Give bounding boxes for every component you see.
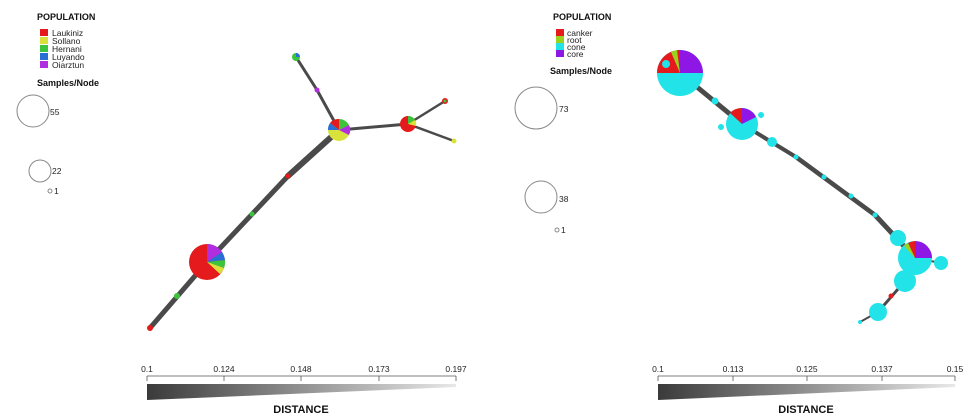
right-node-mid	[726, 107, 758, 140]
left-node-right-branch	[400, 115, 417, 132]
left-distance-tick: 0.1	[141, 364, 153, 374]
right-size-label-medium: 38	[559, 194, 569, 204]
left-legend: Laukiniz Sollano Hernani Luyando Oiarztu…	[40, 28, 85, 70]
left-legend-swatch-luyando	[40, 53, 48, 60]
left-size-circle-large	[16, 94, 50, 128]
left-edge	[406, 122, 456, 143]
left-legend-swatch-laukiniz	[40, 29, 48, 36]
left-edge	[337, 122, 410, 132]
right-legend-swatch-canker	[556, 29, 564, 36]
right-distance-tick: 0.113	[723, 364, 744, 374]
left-edge	[204, 173, 291, 265]
left-panel: POPULATION Laukiniz Sollano Hernani Luya…	[16, 12, 467, 414]
right-legend-label-core: core	[567, 49, 584, 59]
left-node-small	[451, 138, 457, 144]
right-legend-swatch-root	[556, 36, 564, 43]
right-panel: POPULATION canker root cone core Samples…	[514, 12, 964, 414]
left-distance-tick: 0.148	[290, 364, 312, 374]
right-node-small	[718, 124, 724, 130]
right-legend-label-root: root	[567, 35, 582, 45]
left-legend-label-oiarztun: Oiarztun	[52, 60, 84, 70]
left-distance-scale: 0.1 0.124 0.148 0.173 0.197 DISTANCE	[141, 364, 467, 414]
left-legend-swatch-oiarztun	[40, 61, 48, 68]
left-network-edges	[147, 55, 456, 331]
left-node-small	[147, 325, 153, 331]
right-network-nodes	[657, 50, 948, 324]
right-legend-label-cone: cone	[567, 42, 586, 52]
left-node-small	[285, 173, 291, 179]
right-legend-label-canker: canker	[567, 28, 593, 38]
right-node-small	[758, 112, 764, 118]
right-size-circle-medium	[524, 180, 558, 214]
left-legend-swatch-sollano	[40, 37, 48, 44]
left-edge	[285, 127, 342, 179]
right-distance-tick: 0.1	[652, 364, 664, 374]
right-distance-tick: 0.125	[796, 364, 818, 374]
right-size-circle-large	[514, 86, 558, 130]
left-distance-tick: 0.124	[213, 364, 235, 374]
right-node-small	[821, 174, 827, 180]
left-distance-label: DISTANCE	[273, 404, 328, 414]
left-size-label-small: 1	[54, 186, 59, 196]
left-node-small	[249, 211, 255, 217]
right-size-label-large: 73	[559, 104, 569, 114]
left-node-small	[174, 293, 180, 299]
left-legend-swatch-hernani	[40, 45, 48, 52]
left-network-nodes	[147, 53, 457, 331]
right-node-small	[869, 303, 887, 321]
right-distance-label: DISTANCE	[778, 404, 833, 414]
left-node-hub	[327, 118, 351, 141]
right-legend-swatch-cone	[556, 43, 564, 50]
right-node-large	[657, 50, 703, 96]
right-node-small	[894, 270, 916, 292]
left-legend-label-sollano: Sollano	[52, 36, 81, 46]
right-node-small	[934, 256, 948, 270]
right-node-small	[711, 97, 719, 105]
right-distance-scale: 0.1 0.113 0.125 0.137 0.15 DISTANCE	[652, 364, 963, 414]
left-edge	[294, 55, 319, 92]
right-legend-swatch-core	[556, 50, 564, 57]
right-edge	[793, 154, 878, 218]
left-size-title: Samples/Node	[37, 78, 99, 88]
right-node-small	[858, 320, 862, 324]
right-distance-tick: 0.137	[871, 364, 893, 374]
left-legend-title: POPULATION	[37, 12, 95, 22]
right-size-title: Samples/Node	[550, 66, 612, 76]
left-node-small	[314, 87, 320, 93]
left-size-circle-small	[47, 188, 53, 194]
left-node-large	[189, 243, 226, 280]
left-size-label-large: 55	[50, 107, 60, 117]
left-legend-label-luyando: Luyando	[52, 52, 85, 62]
left-distance-wedge	[147, 384, 456, 400]
right-distance-wedge	[658, 384, 955, 400]
right-node-small	[767, 137, 777, 147]
right-size-circle-small	[554, 227, 560, 233]
left-distance-tick: 0.173	[368, 364, 390, 374]
left-size-label-medium: 22	[52, 166, 62, 176]
left-size-circle-medium	[28, 159, 52, 183]
right-node-small	[888, 293, 894, 299]
right-node-lower	[898, 241, 932, 275]
right-distance-tick: 0.15	[947, 364, 964, 374]
left-legend-label-laukiniz: Laukiniz	[52, 28, 83, 38]
left-distance-tick: 0.197	[445, 364, 467, 374]
right-legend-title: POPULATION	[553, 12, 611, 22]
right-node-small	[890, 230, 906, 246]
left-legend-label-hernani: Hernani	[52, 44, 82, 54]
right-size-label-small: 1	[561, 225, 566, 235]
right-legend: canker root cone core	[556, 28, 593, 59]
right-node-small	[872, 212, 878, 218]
right-node-small	[848, 193, 854, 199]
right-node-small	[793, 154, 799, 160]
